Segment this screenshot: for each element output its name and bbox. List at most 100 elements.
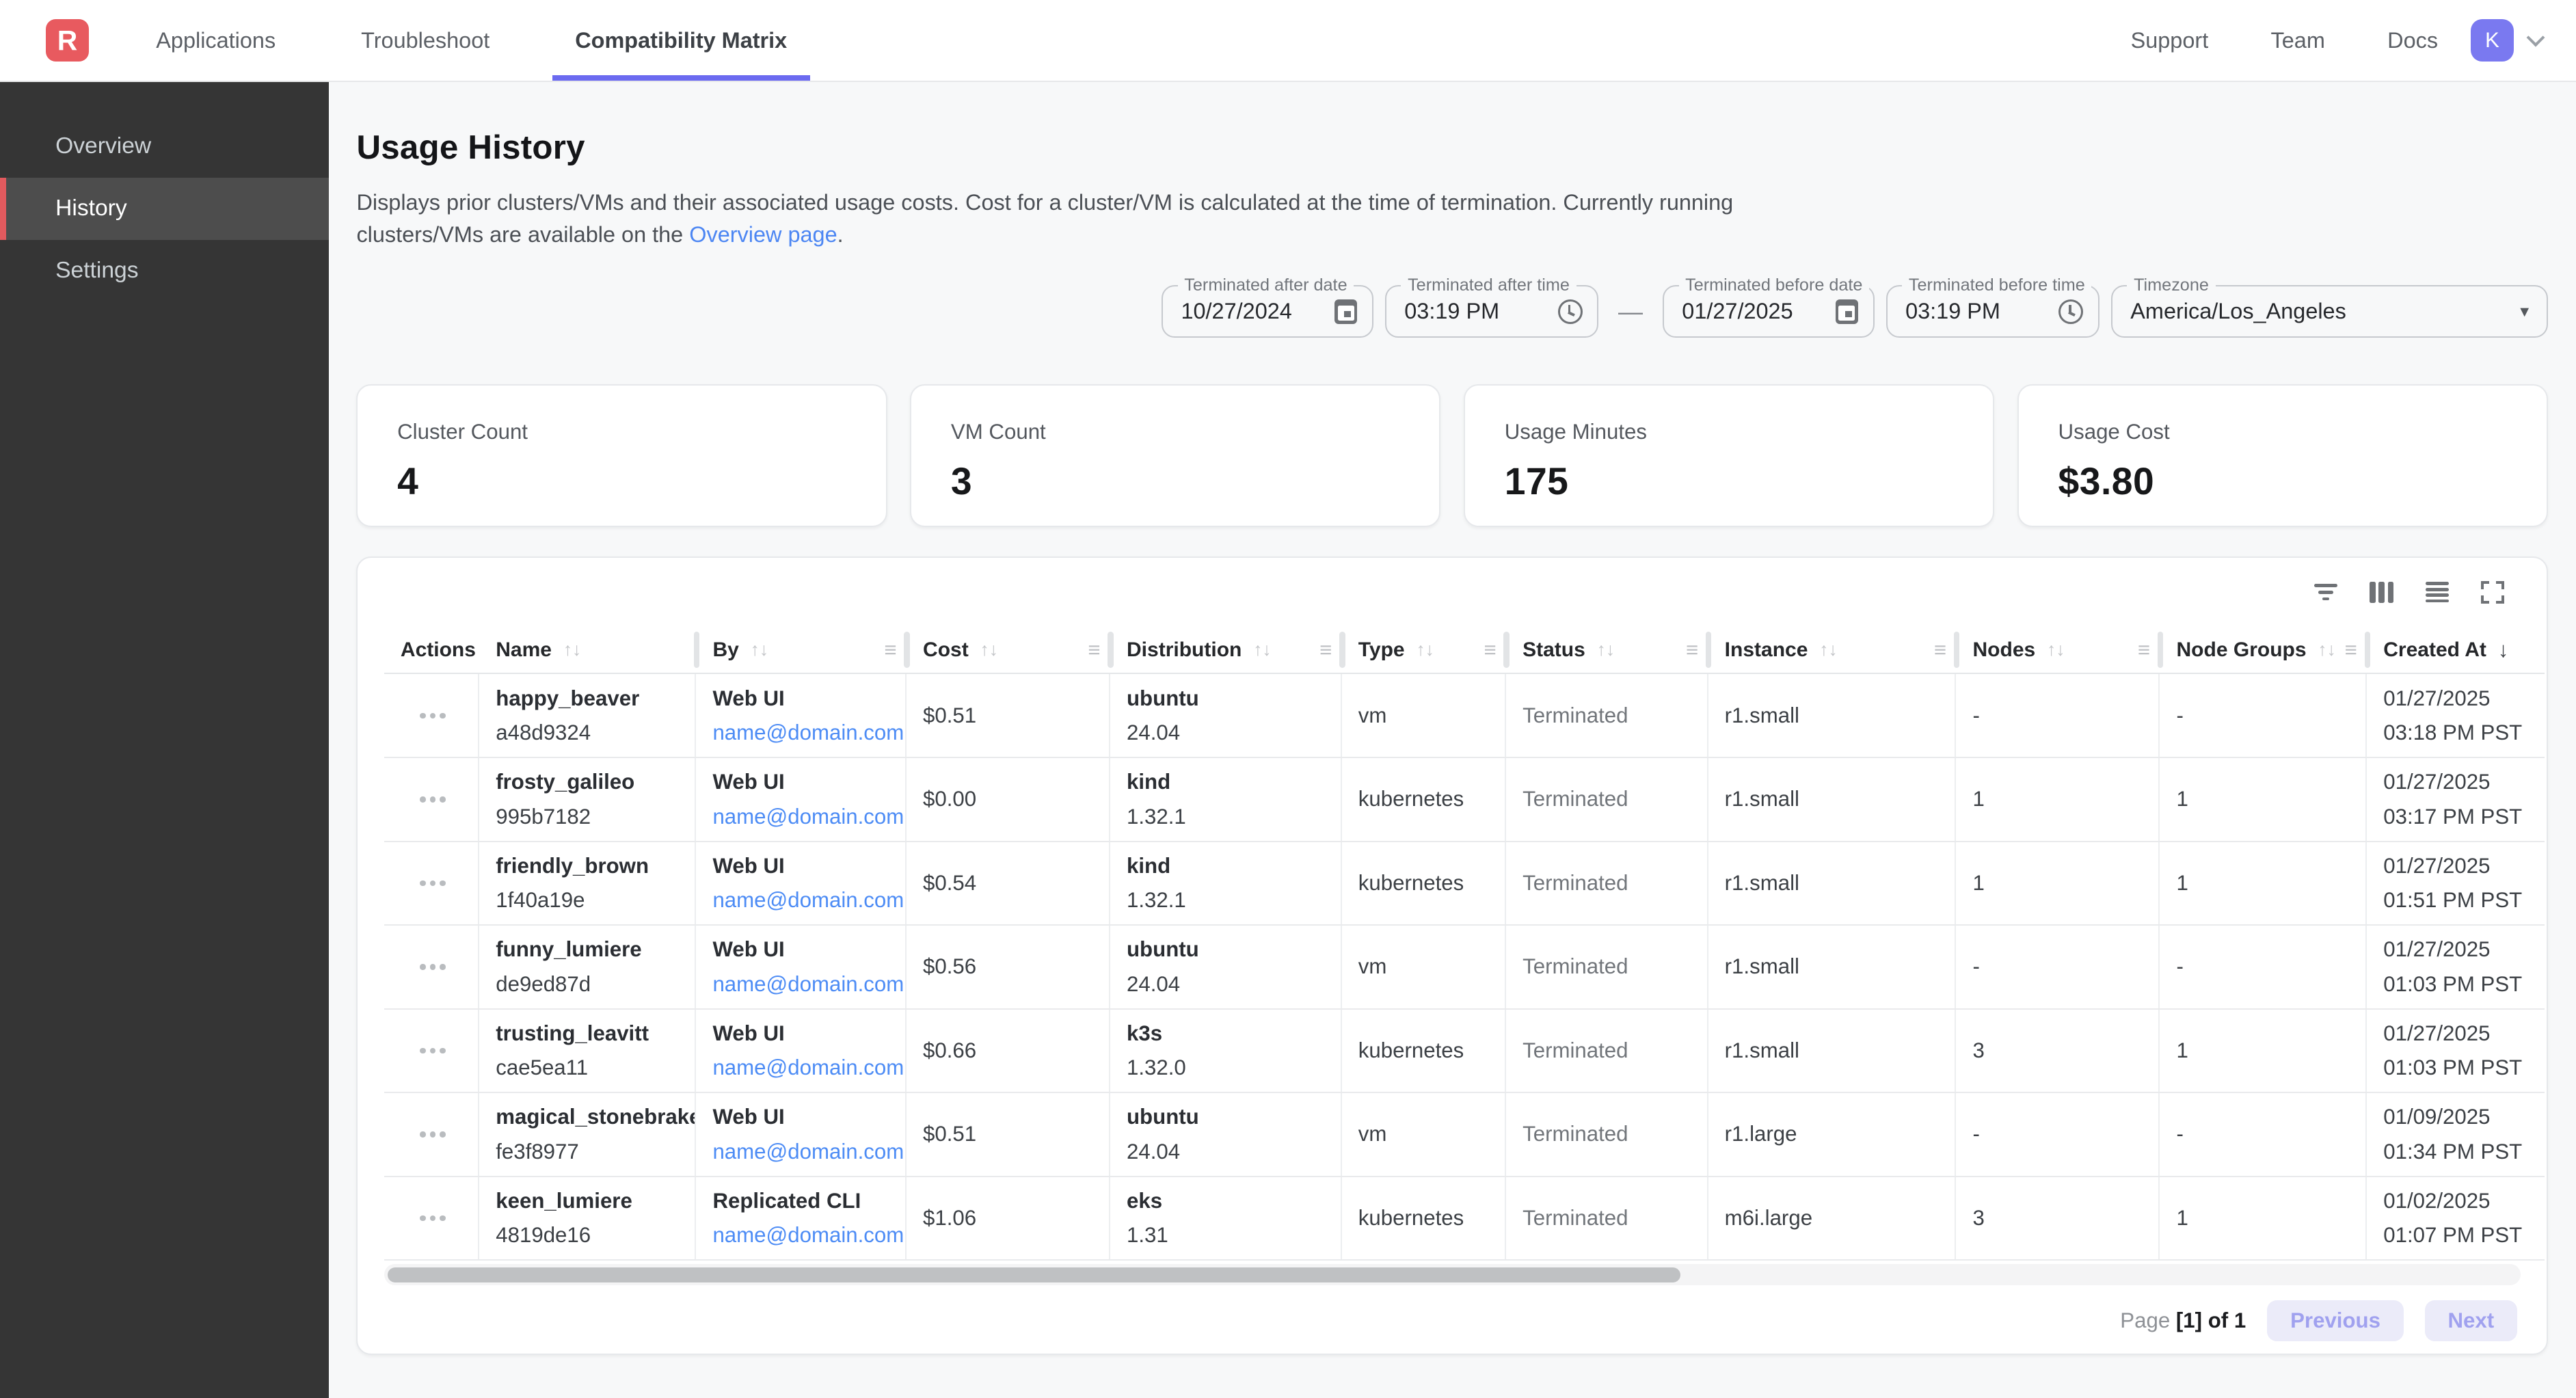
table-row: friendly_brown 1f40a19e Web UI name@domain… <box>384 842 2545 926</box>
sort-icon[interactable]: ↑↓ <box>563 639 582 660</box>
column-header-cost[interactable]: Cost ↑↓ ≡ <box>907 627 1114 673</box>
email-link[interactable]: name@domain.com <box>712 804 904 829</box>
column-menu-icon[interactable]: ≡ <box>1933 637 1947 662</box>
column-header-name[interactable]: Name ↑↓ <box>479 627 700 673</box>
email-link[interactable]: name@domain.com <box>712 720 904 744</box>
row-actions-menu-icon[interactable] <box>420 712 446 718</box>
cost-cell: $0.54 <box>907 842 1110 925</box>
sidebar-item-overview[interactable]: Overview <box>55 133 152 159</box>
scrollbar-thumb[interactable] <box>387 1267 1680 1282</box>
avatar[interactable]: K <box>2471 18 2514 62</box>
instance-cell: r1.large <box>1708 1093 1957 1176</box>
terminated-after-date-field[interactable]: Terminated after date 10/27/2024 <box>1162 275 1374 338</box>
row-actions-menu-icon[interactable] <box>420 1131 446 1138</box>
next-page-button[interactable]: Next <box>2424 1300 2517 1342</box>
row-actions-menu-icon[interactable] <box>420 964 446 970</box>
sort-icon[interactable]: ↑↓ <box>1416 639 1434 660</box>
email-link[interactable]: name@domain.com <box>712 888 904 913</box>
by-cell: Web UI name@domain.com <box>696 926 907 1008</box>
sidebar-item-settings[interactable]: Settings <box>55 258 139 284</box>
instance-cell: m6i.large <box>1708 1177 1957 1260</box>
column-header-nodes[interactable]: Nodes ↑↓ ≡ <box>1956 627 2164 673</box>
distribution-cell: ubuntu 24.04 <box>1110 674 1342 757</box>
actions-cell <box>384 758 480 841</box>
email-link[interactable]: name@domain.com <box>712 1056 904 1080</box>
sort-icon[interactable]: ↑↓ <box>980 639 998 660</box>
terminated-before-time-field[interactable]: Terminated before time 03:19 PM <box>1886 275 2100 338</box>
column-header-node-groups[interactable]: Node Groups ↑↓ ≡ <box>2160 627 2371 673</box>
sidebar-item-history[interactable]: History <box>0 177 329 240</box>
nav-item-troubleshoot[interactable]: Troubleshoot <box>361 27 490 53</box>
row-actions-menu-icon[interactable] <box>420 1047 446 1054</box>
email-link[interactable]: name@domain.com <box>712 971 904 996</box>
table-row: magical_stonebraker fe3f8977 Web UI name@d… <box>384 1093 2545 1177</box>
nav-item-docs[interactable]: Docs <box>2387 27 2439 53</box>
columns-icon[interactable] <box>2370 581 2394 604</box>
email-link[interactable]: name@domain.com <box>712 1223 904 1248</box>
column-menu-icon[interactable]: ≡ <box>1319 637 1332 662</box>
row-actions-menu-icon[interactable] <box>420 880 446 887</box>
column-header-status[interactable]: Status ↑↓ ≡ <box>1506 627 1712 673</box>
stat-label: Cluster Count <box>397 420 528 444</box>
by-cell: Web UI name@domain.com <box>696 1093 907 1176</box>
actions-cell <box>384 674 480 757</box>
nav-item-team[interactable]: Team <box>2270 27 2325 53</box>
instance-cell: r1.small <box>1708 674 1957 757</box>
row-actions-menu-icon[interactable] <box>420 1215 446 1222</box>
previous-page-button[interactable]: Previous <box>2267 1300 2404 1342</box>
nodes-cell: - <box>1956 926 2160 1008</box>
page-description-line2: clusters/VMs are available on the <box>356 222 690 247</box>
status-cell: Terminated <box>1506 926 1708 1008</box>
filter-icon[interactable] <box>2313 581 2338 604</box>
column-menu-icon[interactable]: ≡ <box>1686 637 1699 662</box>
table-row: frosty_galileo 995b7182 Web UI name@domain… <box>384 758 2545 842</box>
column-menu-icon[interactable]: ≡ <box>2344 637 2357 662</box>
cost-cell: $0.66 <box>907 1009 1110 1092</box>
sort-icon[interactable]: ↑↓ <box>1819 639 1838 660</box>
column-header-by[interactable]: By ↑↓ ≡ <box>696 627 910 673</box>
sort-desc-icon[interactable]: ↓ <box>2497 637 2509 662</box>
stat-card-usage-minutes: Usage Minutes 175 <box>1464 384 1995 527</box>
column-header-created-at[interactable]: Created At ↓ <box>2383 637 2509 662</box>
column-header-instance[interactable]: Instance ↑↓ ≡ <box>1708 627 1960 673</box>
calendar-icon[interactable] <box>1334 299 1358 324</box>
sort-icon[interactable]: ↑↓ <box>1253 639 1272 660</box>
column-header-distribution[interactable]: Distribution ↑↓ ≡ <box>1110 627 1345 673</box>
timezone-select[interactable]: Timezone America/Los_Angeles ▼ <box>2110 275 2549 338</box>
main-content: Usage History Displays prior clusters/VM… <box>329 82 2576 1398</box>
sort-icon[interactable]: ↑↓ <box>2047 639 2065 660</box>
status-cell: Terminated <box>1506 842 1708 925</box>
terminated-after-time-field[interactable]: Terminated after time 03:19 PM <box>1384 275 1599 338</box>
calendar-icon[interactable] <box>1835 299 1859 324</box>
field-label: Terminated before time <box>1902 275 2092 295</box>
nav-item-support[interactable]: Support <box>2130 27 2209 53</box>
name-cell: friendly_brown 1f40a19e <box>479 842 697 925</box>
sort-icon[interactable]: ↑↓ <box>2318 639 2336 660</box>
overview-page-link[interactable]: Overview page <box>689 222 837 247</box>
clock-icon[interactable] <box>2058 299 2084 324</box>
distribution-cell: k3s 1.32.0 <box>1110 1009 1342 1092</box>
select-arrow-icon: ▼ <box>2517 302 2532 320</box>
account-menu[interactable]: K <box>2471 18 2545 62</box>
status-cell: Terminated <box>1506 1009 1708 1092</box>
row-actions-menu-icon[interactable] <box>420 796 446 803</box>
replicated-logo-icon[interactable]: R <box>46 18 89 62</box>
density-icon[interactable] <box>2425 581 2450 604</box>
column-header-type[interactable]: Type ↑↓ ≡ <box>1342 627 1510 673</box>
clock-icon[interactable] <box>1557 299 1583 324</box>
column-menu-icon[interactable]: ≡ <box>2137 637 2151 662</box>
email-link[interactable]: name@domain.com <box>712 1139 904 1164</box>
terminated-before-date-field[interactable]: Terminated before date 01/27/2025 <box>1662 275 1875 338</box>
column-menu-icon[interactable]: ≡ <box>1088 637 1101 662</box>
sort-icon[interactable]: ↑↓ <box>750 639 769 660</box>
nav-item-applications[interactable]: Applications <box>156 27 276 53</box>
fullscreen-icon[interactable] <box>2480 580 2504 604</box>
page-description-line1: Displays prior clusters/VMs and their as… <box>356 190 1734 215</box>
horizontal-scrollbar[interactable] <box>384 1264 2521 1286</box>
column-menu-icon[interactable]: ≡ <box>884 637 897 662</box>
column-header-actions: Actions <box>400 638 476 661</box>
column-menu-icon[interactable]: ≡ <box>1484 637 1497 662</box>
instance-cell: r1.small <box>1708 842 1957 925</box>
sort-icon[interactable]: ↑↓ <box>1596 639 1615 660</box>
nav-item-compatibility-matrix[interactable]: Compatibility Matrix <box>552 0 810 81</box>
